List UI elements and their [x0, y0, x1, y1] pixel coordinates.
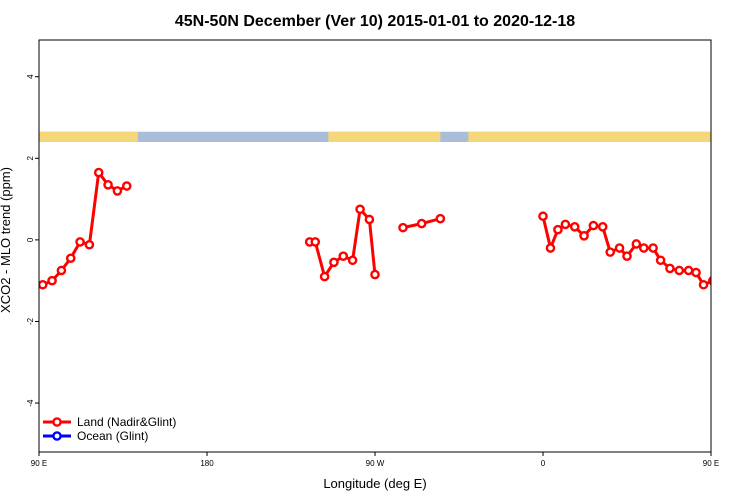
x-tick-label: 90 W — [366, 459, 385, 468]
data-point — [121, 181, 132, 191]
data-point — [683, 265, 694, 276]
data-point — [398, 222, 408, 233]
legend-marker — [52, 417, 62, 427]
data-point — [674, 265, 685, 276]
data-point — [588, 220, 599, 231]
x-tick-label: 0 — [541, 459, 546, 468]
data-point — [614, 243, 625, 253]
chart-title: 45N-50N December (Ver 10) 2015-01-01 to … — [175, 13, 575, 30]
data-point — [370, 269, 380, 280]
data-point — [75, 237, 85, 247]
data-point — [329, 257, 339, 268]
land-band — [328, 131, 441, 142]
series-line — [42, 171, 128, 287]
x-tick-label: 90 E — [31, 459, 47, 468]
data-point — [698, 279, 709, 290]
x-axis-label: Longitude (deg E) — [323, 476, 426, 491]
data-point — [103, 180, 113, 190]
data-point — [416, 218, 427, 229]
y-tick-label: 0 — [26, 237, 35, 242]
data-point — [319, 271, 330, 282]
y-axis: -4 -2 0 2 4 — [26, 74, 39, 407]
data-point — [691, 267, 701, 278]
series-layer — [39, 167, 750, 290]
data-point — [538, 211, 548, 222]
x-tick-label: 180 — [200, 459, 214, 468]
data-point — [84, 239, 95, 250]
data-point — [726, 255, 733, 262]
data-point — [553, 224, 563, 235]
y-tick-label: -2 — [26, 317, 35, 325]
data-point — [717, 267, 724, 274]
legend-label: Land (Nadir&Glint) — [77, 415, 176, 429]
data-point — [597, 222, 608, 232]
legend: Land (Nadir&Glint)Ocean (Glint) — [43, 415, 176, 443]
plot-frame — [38, 39, 712, 453]
land-band — [468, 131, 711, 142]
data-point — [735, 238, 742, 245]
data-point — [545, 243, 556, 253]
data-point — [579, 231, 589, 241]
data-point — [605, 247, 616, 257]
land-band — [39, 131, 138, 142]
legend-marker — [52, 431, 62, 441]
data-point — [93, 167, 104, 178]
data-point — [47, 275, 57, 286]
data-point — [65, 253, 76, 264]
data-point — [364, 214, 375, 225]
data-point — [569, 222, 580, 232]
data-point — [665, 263, 675, 274]
legend-label: Ocean (Glint) — [77, 429, 148, 443]
data-point — [347, 255, 358, 266]
data-point — [745, 241, 750, 248]
x-tick-label: 90 E — [703, 459, 719, 468]
y-tick-label: 2 — [26, 156, 35, 161]
data-point — [310, 237, 321, 247]
y-tick-label: 4 — [26, 74, 35, 79]
data-point — [622, 251, 632, 261]
data-point — [639, 243, 649, 253]
data-point — [56, 265, 67, 276]
data-point — [435, 213, 446, 224]
data-point — [648, 243, 658, 253]
data-point — [655, 255, 666, 266]
data-point — [631, 239, 642, 249]
data-point — [708, 276, 711, 286]
land-ocean-strip — [39, 131, 711, 142]
y-axis-label: XCO2 - MLO trend (ppm) — [0, 167, 13, 313]
data-point — [112, 186, 123, 196]
data-point — [355, 204, 365, 215]
data-point — [338, 251, 349, 261]
y-tick-label: -4 — [26, 399, 35, 407]
x-axis: 90 E 180 90 W 0 90 E — [31, 452, 719, 468]
data-point — [560, 219, 571, 230]
data-point — [39, 279, 48, 290]
